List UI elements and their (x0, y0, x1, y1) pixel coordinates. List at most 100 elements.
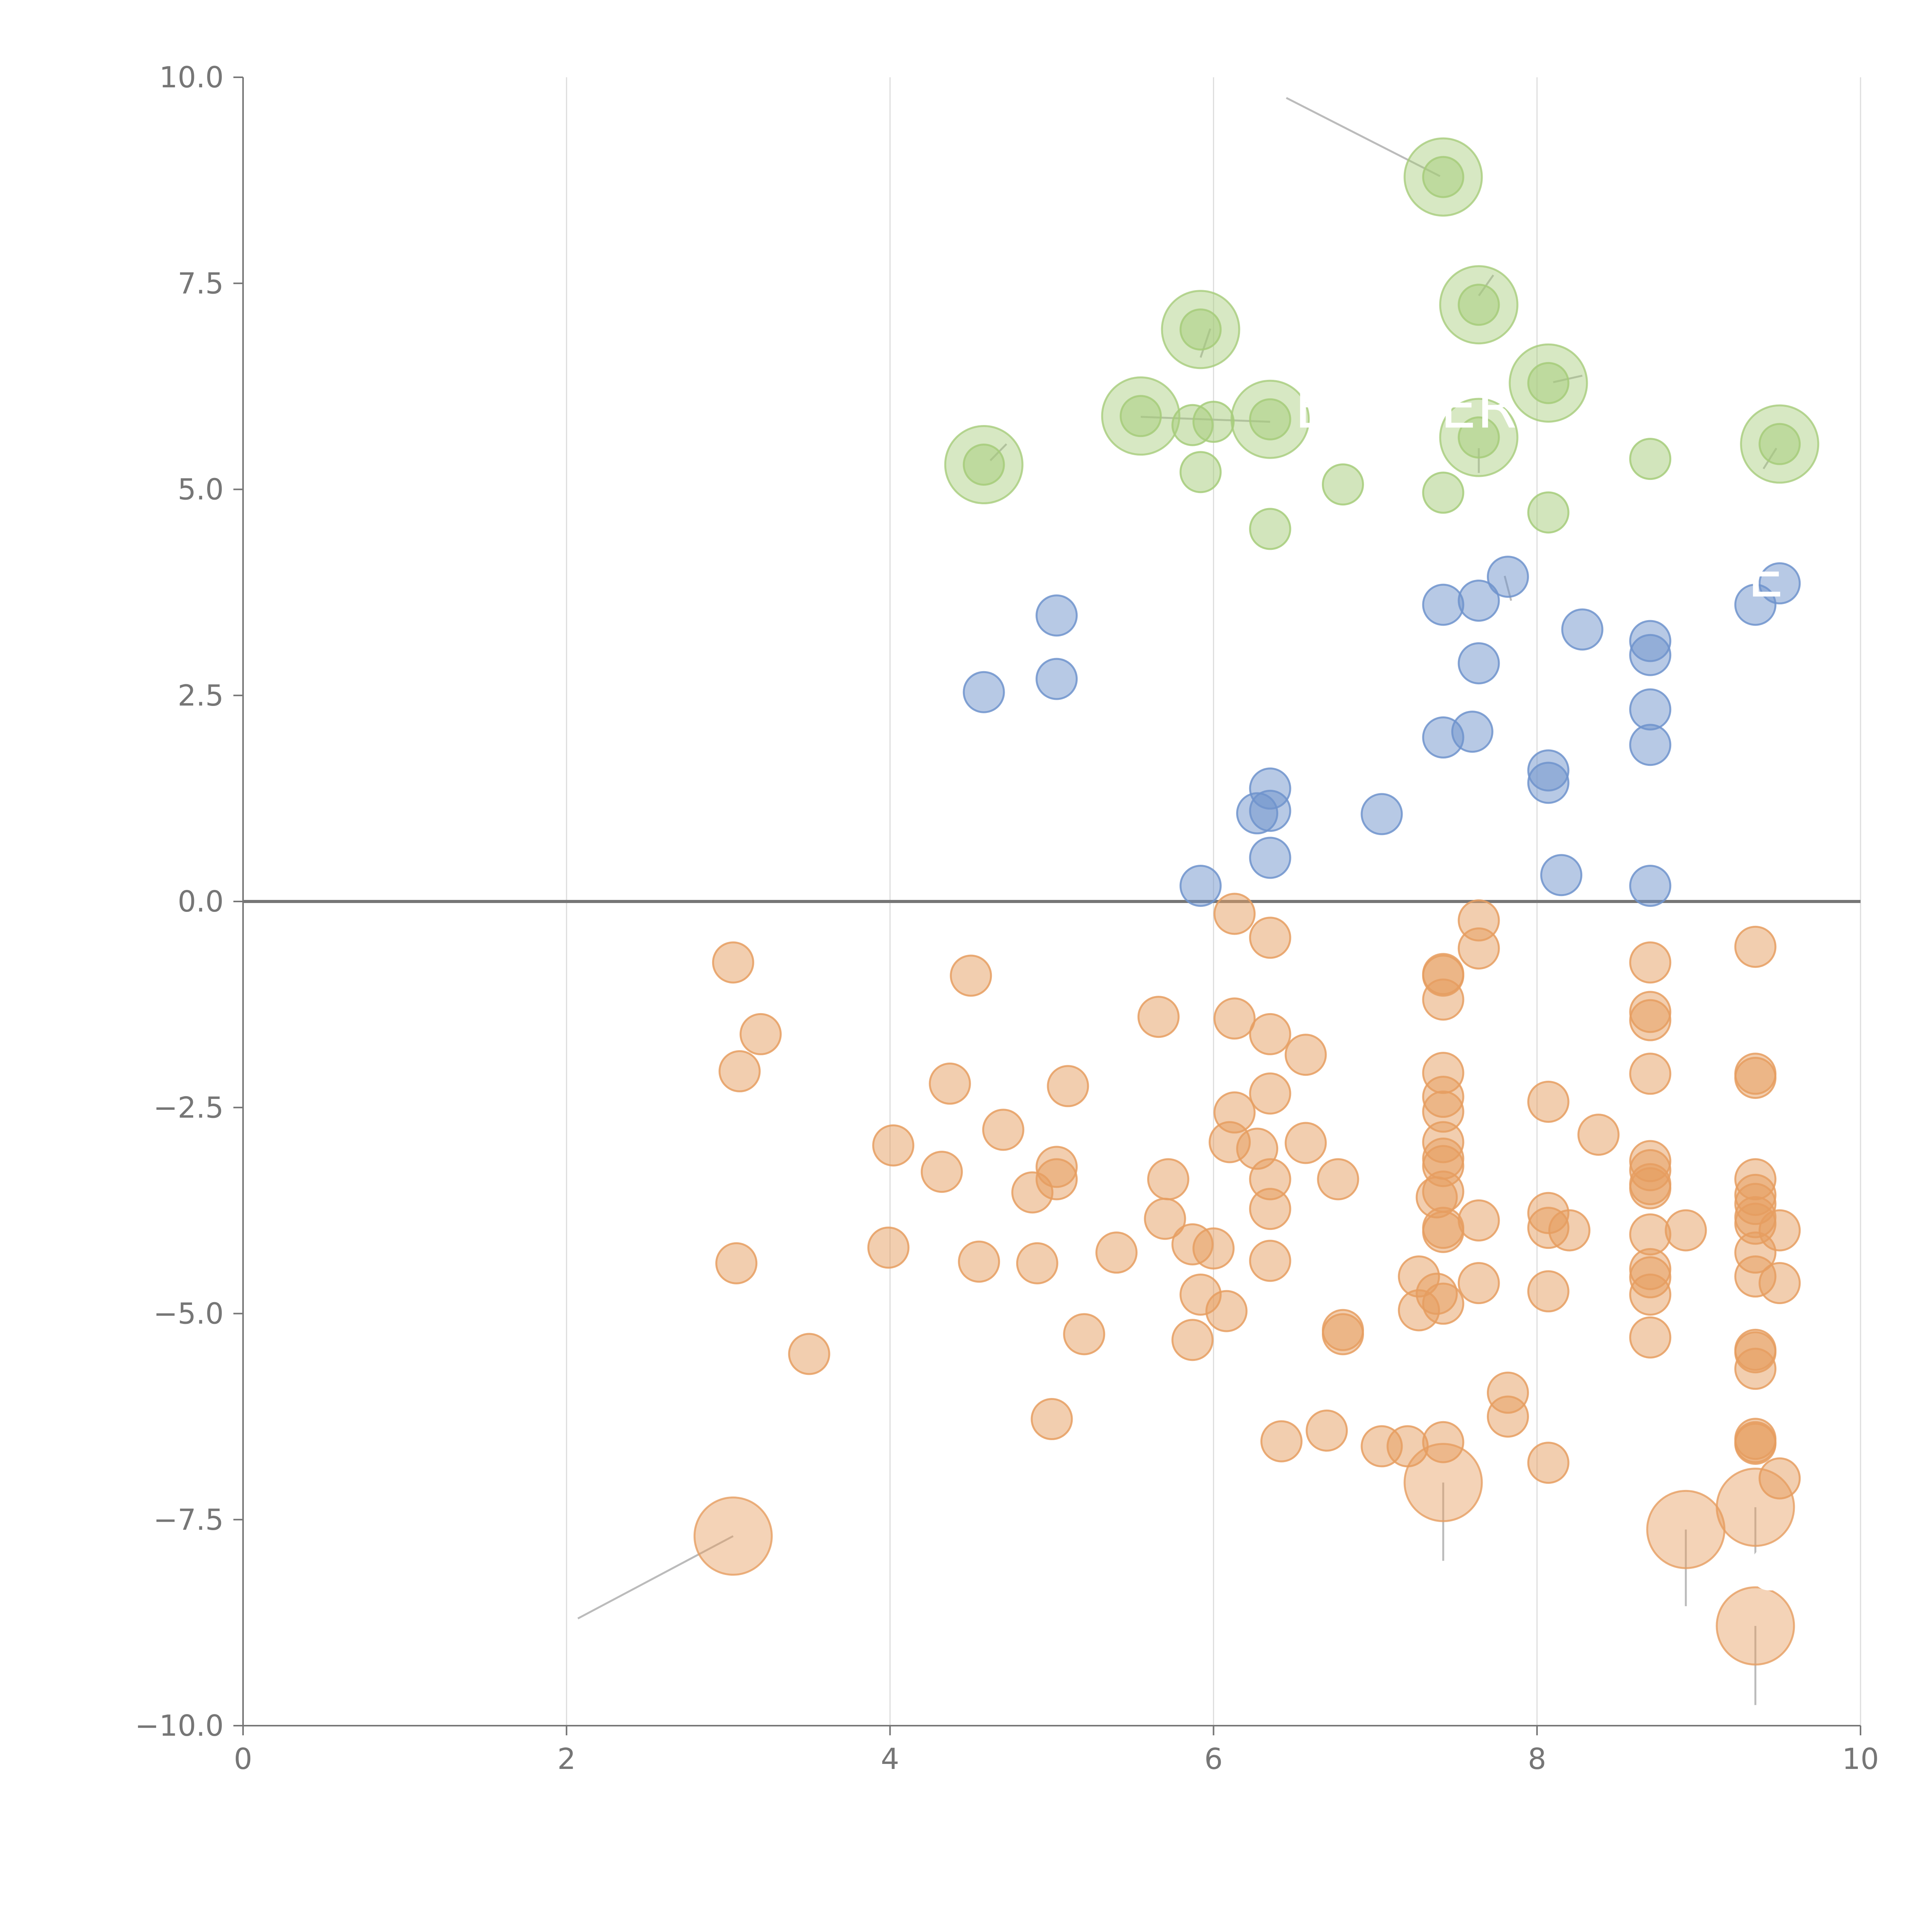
orange-point (1192, 1227, 1235, 1270)
orange-point (1137, 996, 1180, 1038)
green-point (1192, 401, 1235, 443)
y-tick-label: −10.0 (135, 1709, 224, 1743)
green-large-bubble (1439, 398, 1519, 477)
y-tick-label: 2.5 (178, 679, 224, 713)
orange-point (1249, 1013, 1291, 1055)
orange-large-bubble (1716, 1468, 1795, 1547)
blue-point (1629, 688, 1672, 731)
orange-point (1458, 1262, 1500, 1304)
orange-point (1171, 1319, 1214, 1361)
green-point (1527, 491, 1570, 534)
orange-point (1063, 1313, 1105, 1355)
annotations: B ER E OS (1294, 374, 1830, 1604)
blue-point (1179, 864, 1222, 907)
orange-point (1759, 1262, 1801, 1304)
leader-line (577, 1535, 734, 1619)
green-point (1249, 508, 1291, 550)
orange-point (1047, 1065, 1089, 1107)
blue-point (1249, 837, 1291, 879)
orange-point (1213, 997, 1256, 1040)
y-tick-label: −2.5 (153, 1090, 224, 1124)
orange-point (1629, 999, 1672, 1041)
green-large-bubble (1101, 376, 1180, 456)
green-large-bubble (944, 425, 1024, 505)
x-tick-label: 4 (881, 1742, 900, 1776)
orange-point (1260, 1420, 1303, 1463)
blue-point (1458, 642, 1500, 685)
orange-point (788, 1333, 830, 1375)
green-large-bubble (1740, 404, 1820, 484)
orange-point (920, 1151, 963, 1193)
green-point (1179, 451, 1222, 493)
orange-point (1734, 1423, 1777, 1465)
orange-point (1249, 1240, 1291, 1282)
orange-large-bubble (693, 1496, 773, 1576)
blue-point (1361, 793, 1403, 835)
green-point (1458, 284, 1500, 326)
orange-point (982, 1109, 1024, 1151)
orange-point (1011, 1171, 1054, 1214)
x-tick-label: 8 (1528, 1742, 1546, 1776)
orange-point (1527, 1080, 1570, 1123)
orange-point (1284, 1034, 1327, 1076)
blue-point (1629, 724, 1672, 766)
orange-point (1629, 941, 1672, 984)
orange-point (1249, 1188, 1291, 1230)
green-point (1119, 395, 1162, 437)
green-point (1458, 416, 1500, 459)
orange-point (712, 941, 754, 984)
orange-point (872, 1124, 915, 1167)
orange-point (1321, 1313, 1364, 1355)
blue-point (1236, 792, 1279, 835)
orange-point (1205, 1290, 1248, 1332)
orange-point (1458, 927, 1500, 970)
y-tick-label: −5.0 (153, 1297, 224, 1331)
green-point (1759, 423, 1801, 465)
y-tick-label: 7.5 (178, 266, 224, 300)
orange-point (958, 1240, 1000, 1283)
orange-point (1016, 1242, 1058, 1284)
y-tick-label: 10.0 (159, 60, 224, 94)
blue-point (1486, 556, 1529, 598)
green-point (1629, 438, 1672, 480)
annotation-label: E (1747, 543, 1784, 611)
blue-point (1734, 583, 1777, 626)
orange-point (740, 1013, 782, 1055)
green-large-bubble (1230, 379, 1310, 459)
leader-line (1286, 97, 1440, 177)
green-point (963, 444, 1005, 486)
y-tick-label: 0.0 (178, 884, 224, 918)
orange-point (1665, 1209, 1707, 1252)
blue-point (1458, 579, 1500, 622)
green-large-bubble (1509, 343, 1588, 423)
orange-point (1317, 1158, 1359, 1201)
orange-point (1031, 1398, 1073, 1440)
blue-point (1036, 594, 1078, 637)
orange-point (1422, 1211, 1464, 1253)
annotation-label: B (1294, 374, 1334, 442)
orange-point (1144, 1197, 1186, 1240)
data-points (693, 137, 1820, 1666)
axes: 0 2 4 6 8 10 10.0 7.5 5.0 2.5 0.0 −2.5 −5.0 −7.5 −10.0 (135, 60, 1879, 1776)
blue-point (963, 671, 1005, 713)
orange-point (1422, 978, 1464, 1021)
orange-point (1734, 1347, 1777, 1390)
x-tick-label: 10 (1842, 1742, 1879, 1776)
annotation-label: ER (1440, 374, 1517, 442)
orange-point (1249, 917, 1291, 959)
y-tick-label: −7.5 (153, 1503, 224, 1537)
orange-point (1527, 1270, 1570, 1313)
blue-point (1629, 634, 1672, 676)
green-point (1321, 463, 1364, 506)
blue-point (1422, 583, 1464, 626)
blue-point (1561, 608, 1604, 651)
orange-point (1629, 1273, 1672, 1316)
orange-point (1548, 1209, 1591, 1252)
blue-point (1036, 658, 1078, 700)
orange-point (1458, 1199, 1500, 1242)
x-tick-label: 2 (557, 1742, 576, 1776)
orange-point (1577, 1114, 1620, 1156)
orange-point (1147, 1158, 1189, 1201)
x-tick-label: 0 (234, 1742, 252, 1776)
